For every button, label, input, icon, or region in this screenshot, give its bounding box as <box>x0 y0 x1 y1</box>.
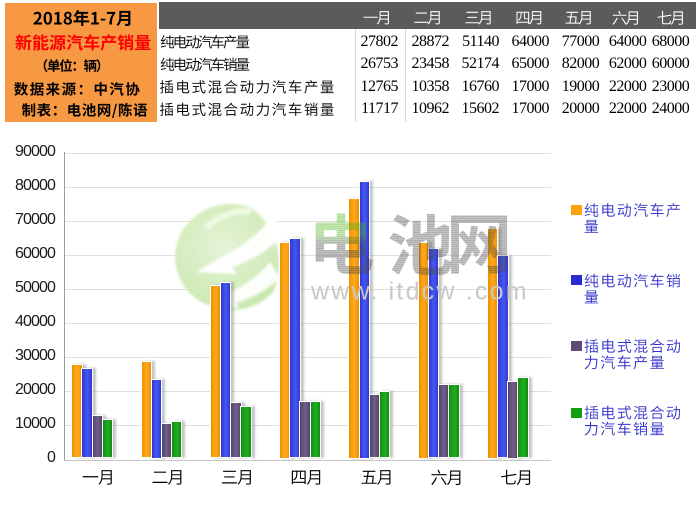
svg-text:www. itdcw .com: www. itdcw .com <box>310 278 529 306</box>
